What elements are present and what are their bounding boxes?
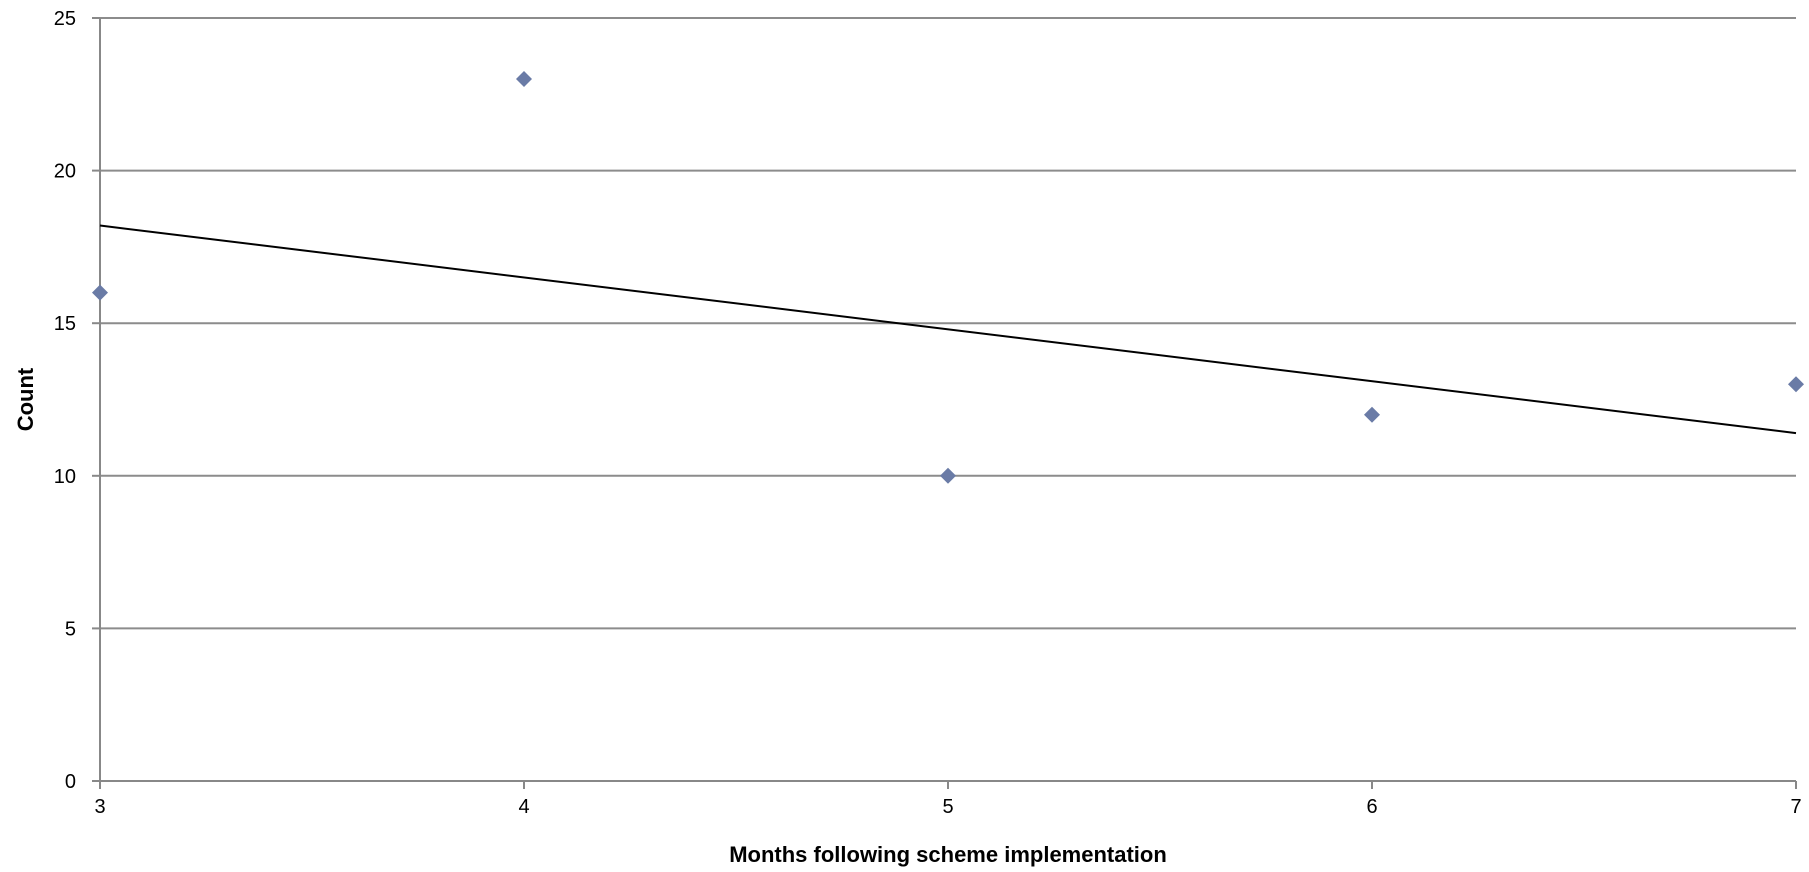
y-tick-label: 0 (65, 771, 76, 793)
x-tick-label: 4 (518, 796, 529, 818)
data-point (92, 284, 108, 301)
y-axis-title: Count (13, 367, 38, 431)
x-tick-label: 6 (1366, 796, 1377, 818)
data-points (92, 71, 1804, 484)
x-tick-label: 3 (94, 796, 105, 818)
data-point (1788, 376, 1804, 393)
y-tick-label: 5 (65, 618, 76, 640)
y-tick-label: 25 (54, 8, 76, 30)
x-tick-labels: 3 4 5 6 7 (94, 781, 1802, 818)
y-tick-labels: 0 5 10 15 20 25 (54, 8, 100, 793)
x-tick-label: 5 (942, 796, 953, 818)
data-point (516, 71, 532, 88)
trendline-group (99, 224, 1797, 435)
trendline (99, 224, 1797, 435)
data-point (940, 467, 956, 484)
gridlines (100, 17, 1796, 630)
x-tick-label: 7 (1790, 796, 1801, 818)
y-tick-label: 15 (54, 313, 76, 335)
y-tick-label: 20 (54, 161, 76, 183)
data-point (1364, 406, 1380, 423)
x-axis-title: Months following scheme implementation (729, 842, 1167, 867)
y-tick-label: 10 (54, 466, 76, 488)
